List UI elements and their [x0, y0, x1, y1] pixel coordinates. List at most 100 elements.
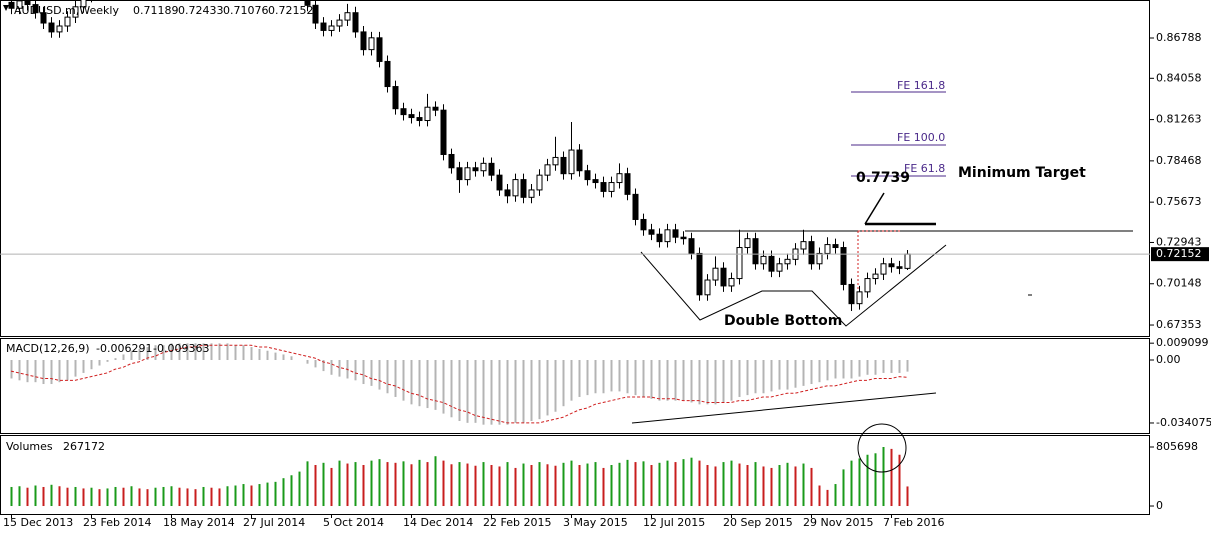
signal-value: -0.009363 [153, 342, 209, 355]
candle-body [536, 174, 543, 191]
x-tick-label: 23 Feb 2014 [83, 516, 151, 529]
candle-body [560, 156, 567, 175]
candle-body [568, 149, 575, 175]
candle-body [472, 167, 479, 172]
x-tick-label: 7 Feb 2016 [883, 516, 944, 529]
candle-body [320, 22, 327, 31]
candle-body [784, 258, 791, 265]
y-tick-label: 0.00 [1156, 353, 1181, 366]
candle-body [872, 273, 879, 280]
y-tick-label: 0.86788 [1156, 31, 1202, 44]
candle-body [584, 170, 591, 181]
candle-body [800, 241, 807, 250]
chart-title: AUDUSD.m,Weekly [14, 4, 119, 17]
fe-label: FE 61.8 [904, 162, 945, 175]
candle-body [512, 179, 519, 197]
target-pointer [864, 192, 885, 225]
fe-label: FE 100.0 [897, 131, 945, 144]
target-label: Minimum Target [958, 165, 1086, 181]
macd-pane [0, 338, 1150, 434]
double-bottom-outline [640, 244, 947, 327]
x-tick-label: 20 Sep 2015 [723, 516, 793, 529]
candle-body [848, 283, 855, 305]
candle-body [56, 25, 63, 33]
candle-body [696, 252, 703, 296]
candle-body [616, 173, 623, 184]
volume-title: Volumes [6, 440, 53, 453]
header-close: 0.72152 [268, 4, 314, 17]
x-tick-label: 18 May 2014 [163, 516, 235, 529]
x-tick-label: 12 Jul 2015 [643, 516, 705, 529]
candle-body [832, 244, 839, 249]
y-tick-label: 805698 [1156, 440, 1198, 453]
candle-body [496, 174, 503, 191]
y-tick-label: 0 [1156, 499, 1163, 512]
x-tick-label: 3 May 2015 [563, 516, 628, 529]
candle-body [712, 267, 719, 281]
candle-body [80, 0, 87, 8]
candle-body [328, 25, 335, 31]
volume-pane [0, 435, 1150, 515]
candle-body [904, 253, 911, 269]
candle-body [520, 179, 527, 198]
candle-body [464, 167, 471, 181]
y-tick-label: 0.78468 [1156, 154, 1202, 167]
candle-body [840, 247, 847, 285]
x-tick-label: 5 Oct 2014 [323, 516, 384, 529]
candle-body [648, 229, 655, 235]
volume-circle [857, 423, 907, 473]
candle-body [608, 182, 615, 192]
candle-body [704, 279, 711, 296]
header-low: 0.71076 [223, 4, 269, 17]
candle-body [888, 263, 895, 268]
candle-body [576, 149, 583, 172]
candle-body [896, 266, 903, 269]
target-price: 0.7739 [856, 170, 910, 186]
candle-body [824, 244, 831, 254]
candle-body [352, 12, 359, 33]
candle-body [360, 31, 367, 51]
candle-body [744, 238, 751, 249]
y-tick-label: 0.84058 [1156, 71, 1202, 84]
candle-body [552, 156, 559, 166]
candle-body [368, 37, 375, 51]
drawings [631, 91, 1133, 473]
candle-body [672, 229, 679, 238]
candle-body [544, 164, 551, 176]
candle-body [480, 162, 487, 172]
candle-body [392, 86, 399, 110]
x-tick-label: 29 Nov 2015 [803, 516, 873, 529]
x-tick-label: 15 Dec 2013 [3, 516, 73, 529]
candle-body [776, 263, 783, 272]
y-tick-label: 0.70148 [1156, 277, 1202, 290]
candle-body [344, 12, 351, 21]
candle-body [416, 117, 423, 122]
candle-body [632, 193, 639, 220]
candle-body [640, 218, 647, 231]
candle-body [528, 189, 535, 198]
candle-body [600, 182, 607, 192]
price-tag [1151, 247, 1209, 262]
candle-body [448, 153, 455, 169]
candle-body [32, 4, 39, 14]
x-tick-label: 27 Jul 2014 [243, 516, 305, 529]
candle-body [488, 162, 495, 176]
macd-title: MACD(12,26,9) [6, 342, 90, 355]
candle-body [48, 22, 55, 33]
header-open: 0.71189 [133, 4, 179, 17]
candle-body [456, 167, 463, 181]
menu-arrow [3, 5, 9, 11]
y-tick-label: -0.034075 [1156, 416, 1211, 429]
candle-body [400, 108, 407, 116]
macd-trendline [631, 392, 937, 424]
macd-value: -0.006291 [96, 342, 152, 355]
candle-body [504, 189, 511, 197]
candle-body [664, 229, 671, 243]
signal-line [10, 344, 908, 424]
y-tick-label: 0.81263 [1156, 113, 1202, 126]
header-high: 0.72433 [178, 4, 224, 17]
candle-body [688, 238, 695, 254]
price-pane [0, 0, 1150, 337]
candle-body [880, 263, 887, 275]
